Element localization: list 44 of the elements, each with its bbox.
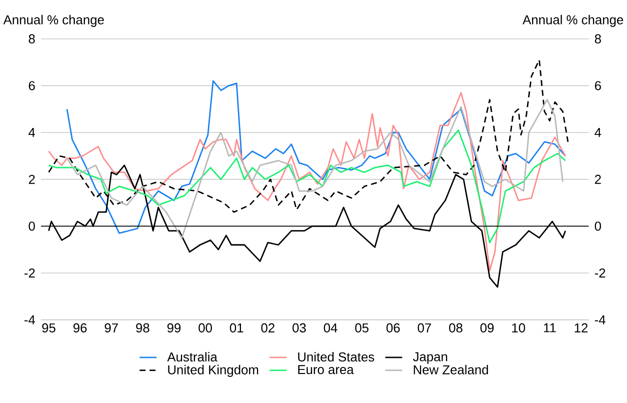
y-tick-label: 4: [28, 128, 36, 137]
x-tick-label: 96: [73, 323, 87, 332]
x-tick-label: 09: [480, 323, 494, 332]
x-tick-label: 00: [198, 323, 212, 332]
x-tick-label: 12: [574, 323, 588, 332]
y-tick-label: -2: [24, 268, 35, 278]
x-tick-label: 06: [386, 323, 400, 332]
y-tick-label: 6: [28, 80, 35, 90]
y2-tick-label: 0: [594, 221, 602, 230]
line-series: [66, 98, 564, 238]
legend-label: United States: [298, 352, 374, 362]
legend-label: Euro area: [298, 364, 354, 374]
y-tick-label: 8: [28, 34, 35, 44]
y2-tick-label: 4: [594, 128, 602, 137]
y2-axis-title: Annual % change: [522, 14, 624, 27]
y-tick-label: 2: [28, 174, 35, 184]
x-tick-label: 08: [449, 323, 462, 332]
y-tick-label: -4: [24, 315, 36, 324]
x-tick-label: 04: [324, 323, 338, 332]
x-tick-label: 05: [355, 323, 368, 332]
y2-tick-label: -4: [594, 315, 606, 324]
x-tick-label: 01: [230, 323, 244, 332]
x-tick-label: 02: [261, 323, 274, 332]
x-tick-label: 95: [42, 323, 56, 332]
x-tick-label: 03: [292, 323, 306, 332]
x-tick-label: 07: [418, 323, 431, 332]
line-series: [66, 80, 566, 234]
legend-label: United Kingdom: [168, 364, 258, 377]
y2-tick-label: 6: [594, 80, 601, 90]
y-tick-label: 0: [28, 221, 35, 230]
line-series: [48, 92, 566, 272]
legend-label: Australia: [167, 352, 218, 362]
x-tick-label: 97: [104, 323, 118, 332]
line-series: [48, 129, 566, 243]
x-tick-label: 10: [512, 323, 526, 332]
x-tick-label: 11: [544, 323, 556, 332]
y-axis-title: Annual % change: [3, 14, 104, 27]
legend-label: New Zealand: [414, 364, 488, 374]
legend-label: Japan: [413, 352, 448, 364]
y2-tick-label: 2: [594, 174, 601, 184]
y2-tick-label: -2: [594, 268, 606, 278]
y2-tick-label: 8: [594, 34, 601, 44]
x-tick-label: 99: [167, 323, 181, 332]
x-tick-label: 98: [136, 323, 150, 332]
